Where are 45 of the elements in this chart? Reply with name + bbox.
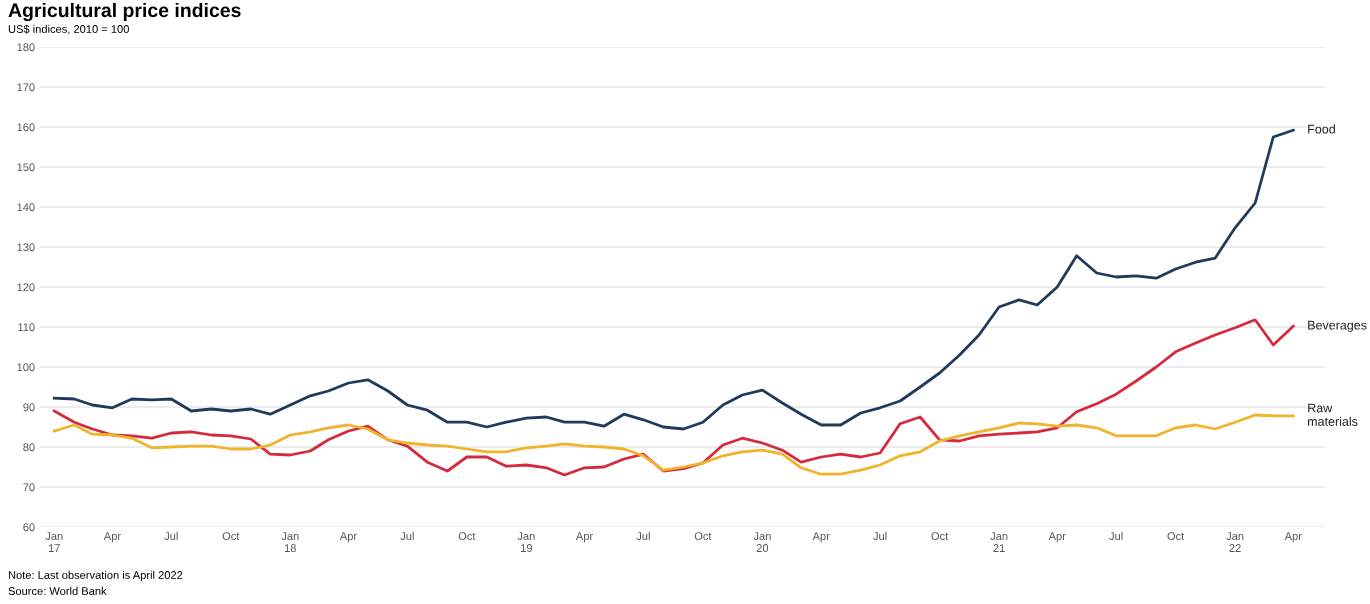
x-tick-label: Apr: [1284, 532, 1302, 543]
x-tick-label: Jan 17: [45, 532, 63, 552]
y-tick-label: 60: [23, 523, 35, 532]
x-tick-label: Apr: [339, 532, 357, 543]
x-tick-label: Jul: [1109, 531, 1123, 541]
y-tick-label: 170: [17, 83, 35, 92]
y-tick-label: 180: [17, 43, 35, 52]
chart-subtitle: US$ indices, 2010 = 100: [8, 24, 129, 35]
chart-title: Agricultural price indices: [8, 2, 241, 22]
series-label: Beverages: [1308, 320, 1367, 333]
y-tick-label: 160: [17, 123, 35, 132]
y-tick-label: 80: [23, 443, 35, 452]
x-tick-label: Oct: [694, 532, 712, 541]
line-series: [52, 318, 1295, 477]
x-tick-label: Oct: [222, 532, 240, 541]
text: Note: Last observation is April 2022: [8, 570, 183, 582]
x-tick-label: Jul: [400, 531, 414, 541]
y-tick-label: 70: [23, 483, 35, 492]
series-label: Food: [1308, 124, 1335, 134]
line-series: [52, 413, 1295, 476]
y-tick-label: 130: [17, 243, 35, 252]
x-tick-label: Jan 18: [281, 532, 299, 552]
x-tick-label: Oct: [931, 532, 949, 541]
x-tick-label: Apr: [103, 532, 121, 543]
x-tick-label: Jul: [164, 531, 178, 541]
x-tick-label: Apr: [575, 532, 593, 543]
x-tick-label: Apr: [1048, 532, 1066, 543]
y-tick-label: 140: [17, 203, 35, 212]
x-tick-label: Jul: [873, 531, 887, 541]
x-tick-label: Jul: [636, 531, 650, 541]
x-tick-label: Jan 19: [517, 532, 535, 552]
line-series: [52, 128, 1295, 431]
series-label: Raw materials: [1308, 403, 1358, 426]
y-tick-label: 110: [18, 323, 35, 332]
x-tick-label: Apr: [812, 532, 830, 543]
y-tick-label: 150: [17, 163, 35, 172]
source-note: Source: World Bank: [8, 586, 107, 595]
x-tick-label: Jan 21: [990, 532, 1008, 552]
y-tick-label: 90: [23, 403, 35, 412]
x-tick-label: Oct: [458, 532, 476, 541]
y-tick-label: 100: [17, 363, 35, 372]
x-tick-label: Oct: [1167, 532, 1185, 541]
x-tick-label: Jan 22: [1226, 532, 1244, 552]
y-tick-label: 120: [17, 283, 35, 292]
x-tick-label: Jan 20: [753, 532, 771, 552]
